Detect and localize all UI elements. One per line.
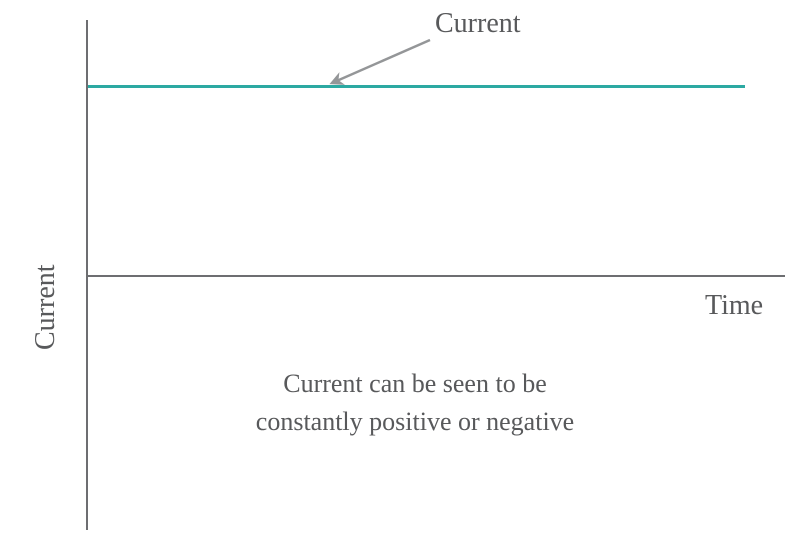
- caption-line-1: Current can be seen to be: [180, 365, 650, 403]
- chart-caption: Current can be seen to be constantly pos…: [180, 365, 650, 441]
- caption-line-2: constantly positive or negative: [180, 403, 650, 441]
- annotation-arrow: [0, 0, 803, 533]
